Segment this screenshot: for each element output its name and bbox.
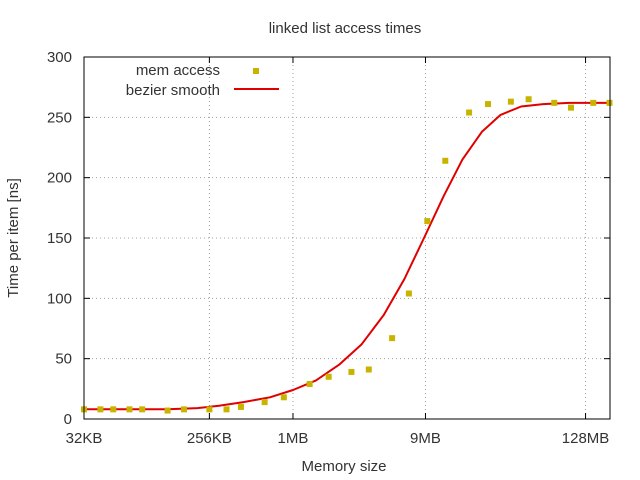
mem-access-point — [424, 218, 431, 225]
y-tick-label: 50 — [55, 351, 72, 368]
mem-access-point — [568, 104, 575, 111]
mem-access-point — [525, 96, 532, 103]
line-series — [84, 101, 610, 411]
y-tick-label: 300 — [47, 49, 72, 66]
mem-access-point — [507, 98, 514, 105]
mem-access-point — [261, 399, 268, 406]
y-tick-label: 100 — [47, 290, 72, 307]
mem-access-point — [97, 406, 104, 413]
y-tick-label: 200 — [47, 170, 72, 187]
mem-access-point — [237, 403, 244, 410]
point-series — [81, 96, 613, 414]
mem-access-point — [280, 394, 287, 401]
x-tick-label: 256KB — [187, 430, 232, 447]
mem-access-point — [405, 290, 412, 297]
x-tick-label: 32KB — [66, 430, 103, 447]
mem-access-point — [348, 368, 355, 375]
mem-access-point — [164, 407, 171, 414]
mem-access-point — [365, 366, 372, 373]
mem-access-point — [126, 406, 133, 413]
plot-frame — [83, 56, 611, 420]
mem-access-point — [389, 335, 396, 342]
mem-access-point — [110, 406, 117, 413]
x-axis-label: Memory size — [301, 458, 386, 475]
legend-label-bezier-smooth: bezier smooth — [126, 82, 220, 99]
mem-access-point — [139, 406, 146, 413]
x-tick-label: 128MB — [562, 430, 610, 447]
grid-lines — [84, 57, 610, 419]
x-axis-ticks: 32KB 256KB 1MB 9MB 128MB — [66, 57, 610, 447]
mem-access-point — [223, 406, 230, 413]
mem-access-point — [485, 101, 492, 108]
mem-access-point — [590, 99, 597, 106]
mem-access-point — [442, 157, 449, 164]
y-axis-label: Time per item [ns] — [5, 178, 22, 297]
mem-access-point — [180, 406, 187, 413]
y-tick-label: 0 — [64, 411, 72, 428]
chart-title: linked list access times — [269, 20, 422, 37]
legend-label-mem-access: mem access — [136, 62, 220, 79]
y-axis-ticks: 0 50 100 150 200 250 300 — [47, 49, 610, 428]
mem-access-point — [325, 373, 332, 380]
x-tick-label: 9MB — [410, 430, 441, 447]
x-tick-label: 1MB — [278, 430, 309, 447]
mem-access-point — [466, 109, 473, 116]
y-tick-label: 250 — [47, 109, 72, 126]
legend-marker-mem-access — [253, 68, 259, 74]
bezier-smooth-line — [84, 101, 610, 411]
mem-access-point — [206, 406, 213, 413]
mem-access-point — [306, 381, 313, 388]
y-tick-label: 150 — [47, 230, 72, 247]
mem-access-point — [551, 99, 558, 106]
legend: mem access bezier smooth — [126, 62, 279, 99]
